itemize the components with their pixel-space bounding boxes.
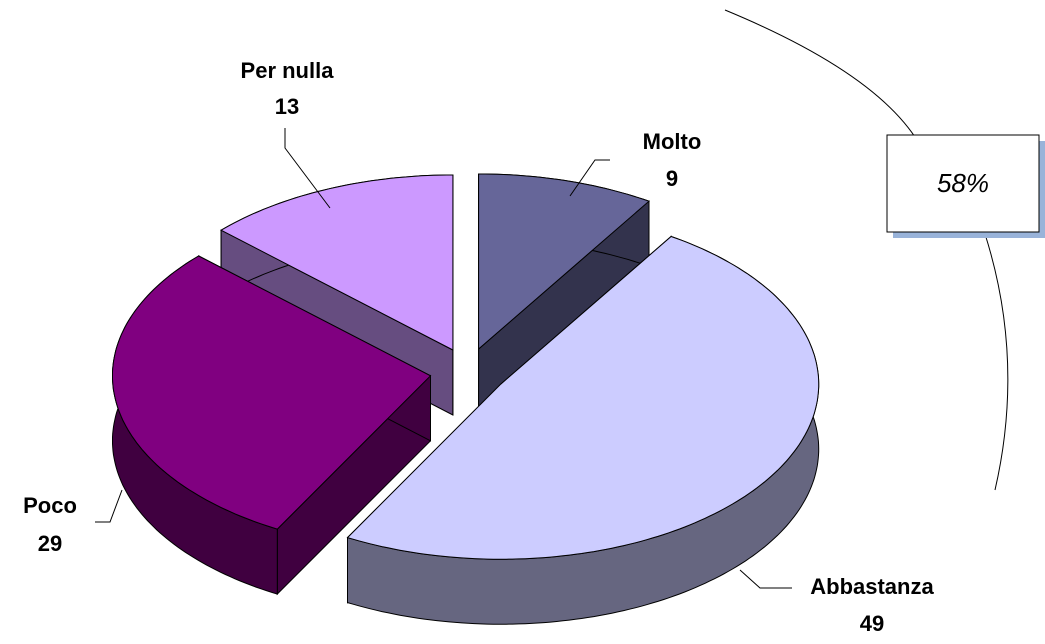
slice-value: 49 — [860, 611, 884, 636]
leader-line — [739, 569, 792, 589]
slice-value: 9 — [666, 166, 678, 191]
slice — [112, 255, 432, 530]
bracket-arc — [984, 233, 1009, 491]
slice-label: Abbastanza — [810, 574, 934, 599]
slice-label: Per nulla — [241, 58, 335, 83]
annotation-box — [886, 134, 1040, 233]
slice-label: Poco — [23, 493, 77, 518]
slice-value: 13 — [275, 94, 299, 119]
pie — [112, 173, 820, 625]
leader-line — [569, 159, 610, 197]
slice-value: 29 — [38, 531, 62, 556]
slice — [478, 173, 650, 351]
slice — [346, 235, 820, 560]
slice-label: Molto — [643, 129, 702, 154]
leader-line — [95, 489, 123, 523]
bracket-arc — [724, 9, 916, 138]
slice — [220, 174, 454, 351]
annotation: 58% — [937, 168, 989, 198]
leader-line — [284, 128, 331, 209]
